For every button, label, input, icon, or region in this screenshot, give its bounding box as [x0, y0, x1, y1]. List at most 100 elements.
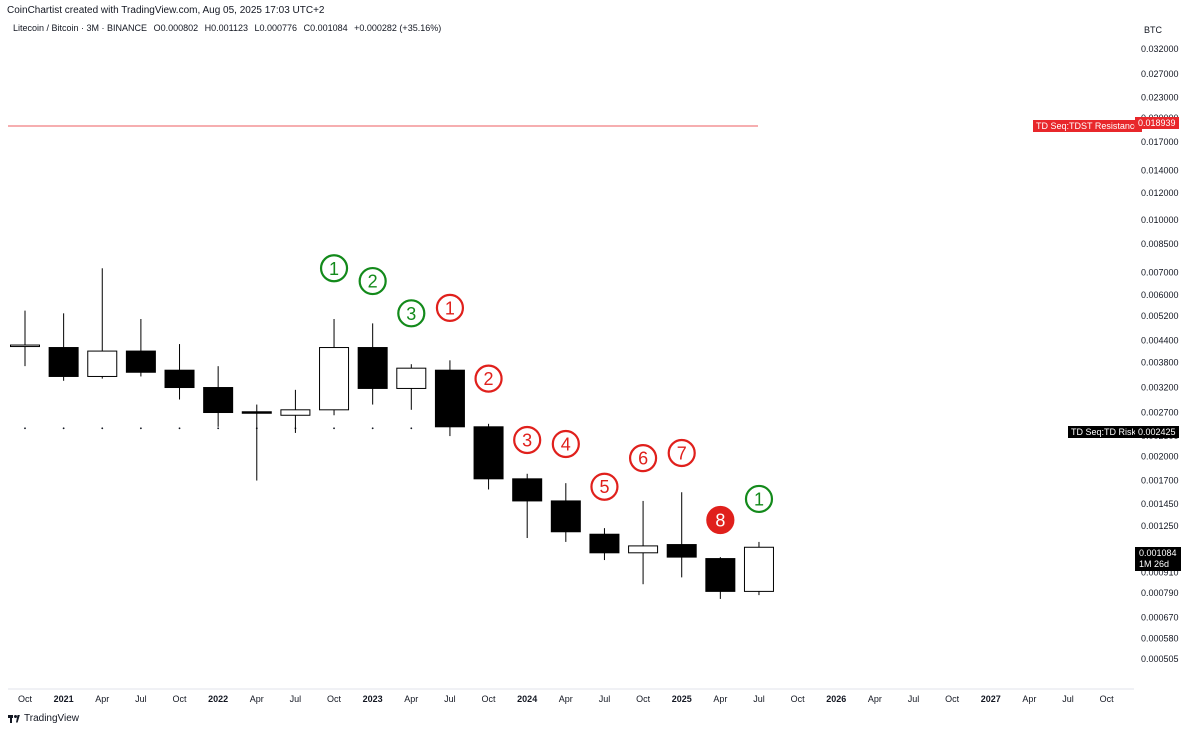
td-count-ring: [513, 425, 542, 455]
price-tick-label: 0.008500: [1141, 239, 1179, 249]
td-count-marker: 5: [590, 472, 619, 501]
candle-body: [87, 350, 118, 377]
price-tick-label: 0.003200: [1141, 383, 1179, 393]
time-tick-label: Oct: [791, 694, 806, 704]
candle[interactable]: [48, 313, 79, 381]
td-count-label: 2: [368, 272, 378, 292]
price-tick-label: 0.014000: [1141, 165, 1179, 175]
time-tick-label: Apr: [559, 694, 573, 704]
td-risk-value: 0.002425: [1138, 427, 1176, 437]
candle[interactable]: [319, 318, 350, 416]
time-tick-label: Oct: [1100, 694, 1115, 704]
candle[interactable]: [357, 323, 388, 405]
time-tick-label: Oct: [482, 694, 497, 704]
td-risk-dots: [24, 427, 413, 430]
time-tick-label: Jul: [444, 694, 456, 704]
time-tick-label: Apr: [868, 694, 882, 704]
candle[interactable]: [743, 541, 774, 596]
time-tick-label: Jul: [908, 694, 920, 704]
price-tick-label: 0.017000: [1141, 137, 1179, 147]
footer-brand[interactable]: TradingView: [8, 713, 79, 724]
price-tick-label: 0.003800: [1141, 357, 1179, 367]
candle[interactable]: [241, 404, 272, 481]
td-count-ring: [551, 429, 580, 459]
price-tick-label: 0.002700: [1141, 408, 1179, 418]
td-count-marker: 1: [744, 484, 774, 514]
candle-body: [550, 500, 581, 533]
td-count-label: 7: [677, 444, 687, 464]
price-axis[interactable]: 0.0320000.0270000.0230000.0200000.017000…: [1141, 44, 1179, 664]
price-tick-label: 0.010000: [1141, 215, 1179, 225]
tdst-resistance-label: TD Seq:TDST Resistance: [1036, 121, 1140, 132]
price-tick-label: 0.000910: [1141, 567, 1179, 577]
price-tick-label: 0.032000: [1141, 44, 1179, 54]
time-tick-label: Oct: [636, 694, 651, 704]
symbol-legend: Litecoin / Bitcoin · 3M · BINANCE O0.000…: [13, 23, 445, 33]
candle[interactable]: [473, 423, 504, 490]
tdst-resistance-tag: TD Seq:TDST Resistance: [1033, 120, 1143, 133]
price-tick-label: 0.023000: [1141, 92, 1179, 102]
candle-body: [280, 409, 311, 416]
ohlc-change: +0.000282 (+35.16%): [354, 23, 442, 33]
candle-body: [48, 347, 79, 377]
time-tick-label: 2023: [363, 694, 383, 704]
td-risk-dot: [24, 427, 26, 430]
candle-body: [396, 367, 427, 389]
time-tick-label: 2021: [54, 694, 74, 704]
candle-body: [628, 545, 659, 554]
candle[interactable]: [628, 500, 659, 585]
price-tick-label: 0.006000: [1141, 290, 1179, 300]
td-count-marker: 2: [358, 266, 387, 296]
candle[interactable]: [705, 557, 736, 599]
td-count-label: 4: [561, 434, 571, 454]
time-tick-label: Oct: [173, 694, 188, 704]
td-count-ring: [397, 299, 426, 328]
bar-countdown: 1M 26d: [1139, 559, 1170, 569]
candle[interactable]: [666, 492, 697, 578]
td-risk-dot: [217, 427, 220, 430]
tdst-resistance-value: 0.018939: [1138, 118, 1176, 128]
td-count-label: 2: [484, 369, 494, 389]
td-count-ring: [358, 266, 387, 296]
time-tick-label: Oct: [327, 694, 342, 704]
candle[interactable]: [434, 360, 465, 437]
candle[interactable]: [589, 528, 620, 561]
candle-body: [589, 533, 620, 554]
time-tick-label: Oct: [945, 694, 960, 704]
td-risk-tag: TD Seq:TD Risk: [1068, 426, 1140, 438]
candle[interactable]: [125, 318, 156, 377]
td-count-ring: [628, 444, 658, 473]
price-tick-label: 0.004400: [1141, 336, 1179, 346]
candle[interactable]: [10, 310, 40, 367]
price-tick-label: 0.000790: [1141, 588, 1179, 598]
td-risk-label: TD Seq:TD Risk: [1071, 427, 1137, 437]
candle[interactable]: [164, 344, 195, 400]
td-risk-dot: [62, 427, 65, 430]
candle[interactable]: [280, 389, 311, 433]
candle[interactable]: [87, 268, 118, 379]
candle[interactable]: [396, 364, 427, 410]
candles[interactable]: [10, 268, 774, 599]
ohlc-open: O0.000802: [153, 23, 199, 33]
time-tick-label: 2027: [981, 694, 1001, 704]
time-tick-label: Apr: [1022, 694, 1036, 704]
price-tick-label: 0.005200: [1141, 311, 1179, 321]
td-risk-dot: [371, 427, 374, 430]
price-tick-label: 0.001450: [1141, 499, 1179, 509]
candle[interactable]: [512, 473, 543, 539]
candle[interactable]: [203, 366, 234, 427]
td-count-marker: 1: [319, 254, 349, 283]
time-axis[interactable]: Oct 2021 Apr Jul Oct 2022 Apr Jul Oct 2023 Apr Jul O…: [18, 694, 1114, 704]
candle[interactable]: [550, 483, 581, 542]
candle-body: [666, 544, 697, 558]
symbol-name[interactable]: Litecoin / Bitcoin · 3M · BINANCE: [13, 23, 148, 33]
td-count-ring: [706, 505, 735, 535]
time-tick-label: Jul: [599, 694, 611, 704]
td-count-ring: [319, 254, 349, 283]
candle-body: [203, 387, 234, 414]
td-count-marker: 1: [435, 293, 465, 322]
last-price-tag: 0.001084 1M 26d: [1135, 547, 1181, 571]
td-count-marker: 8: [706, 505, 735, 535]
td-count-label: 1: [754, 489, 764, 509]
